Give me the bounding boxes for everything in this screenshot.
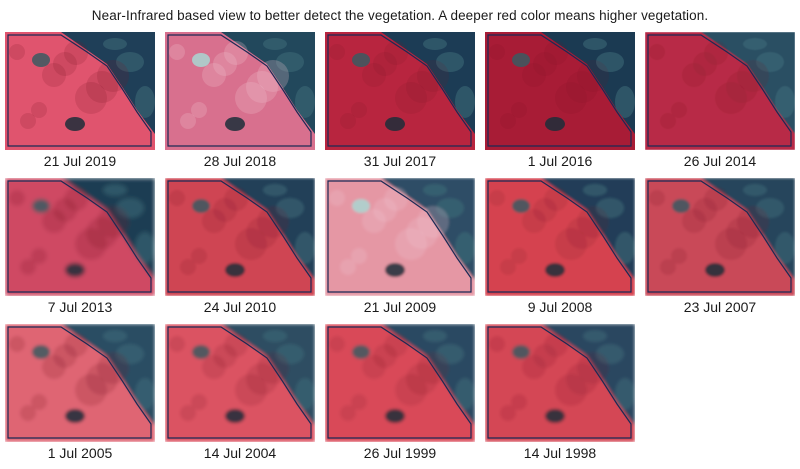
nir-satellite-image: [325, 178, 475, 296]
satellite-image-card: 26 Jul 2014: [645, 32, 795, 177]
image-date-label: 28 Jul 2018: [203, 153, 277, 169]
image-date-label: 26 Jul 1999: [363, 445, 437, 461]
nir-satellite-image: [165, 178, 315, 296]
image-date-label: 21 Jul 2009: [363, 299, 437, 315]
satellite-image-card: 21 Jul 2009: [325, 178, 475, 323]
image-date-label: 23 Jul 2007: [683, 299, 757, 315]
image-date-label: 14 Jul 1998: [523, 445, 597, 461]
image-date-label: 1 Jul 2016: [527, 153, 593, 169]
image-date-label: 26 Jul 2014: [683, 153, 757, 169]
satellite-image-card: 21 Jul 2019: [5, 32, 155, 177]
satellite-image-card: 9 Jul 2008: [485, 178, 635, 323]
image-date-label: 24 Jul 2010: [203, 299, 277, 315]
nir-satellite-image: [645, 32, 795, 150]
nir-satellite-image: [485, 178, 635, 296]
satellite-image-card: 7 Jul 2013: [5, 178, 155, 323]
nir-satellite-image: [5, 178, 155, 296]
satellite-image-card: 26 Jul 1999: [325, 324, 475, 469]
satellite-image-card: 23 Jul 2007: [645, 178, 795, 323]
satellite-image-card: 14 Jul 1998: [485, 324, 635, 469]
nir-satellite-image: [325, 324, 475, 442]
satellite-image-card: 1 Jul 2005: [5, 324, 155, 469]
nir-satellite-image: [165, 324, 315, 442]
image-date-label: 9 Jul 2008: [527, 299, 593, 315]
nir-satellite-image: [5, 324, 155, 442]
satellite-image-card: 1 Jul 2016: [485, 32, 635, 177]
nir-satellite-image: [485, 324, 635, 442]
satellite-image-card: 28 Jul 2018: [165, 32, 315, 177]
nir-satellite-image: [645, 178, 795, 296]
nir-satellite-image: [325, 32, 475, 150]
image-date-label: 14 Jul 2004: [203, 445, 277, 461]
image-date-label: 7 Jul 2013: [47, 299, 113, 315]
satellite-image-card: 14 Jul 2004: [165, 324, 315, 469]
nir-satellite-image: [165, 32, 315, 150]
satellite-image-card: 24 Jul 2010: [165, 178, 315, 323]
image-date-label: 31 Jul 2017: [363, 153, 437, 169]
image-date-label: 21 Jul 2019: [43, 153, 117, 169]
figure-caption: Near-Infrared based view to better detec…: [91, 8, 709, 23]
satellite-image-card: 31 Jul 2017: [325, 32, 475, 177]
nir-satellite-image: [5, 32, 155, 150]
image-date-label: 1 Jul 2005: [47, 445, 113, 461]
nir-satellite-image: [485, 32, 635, 150]
